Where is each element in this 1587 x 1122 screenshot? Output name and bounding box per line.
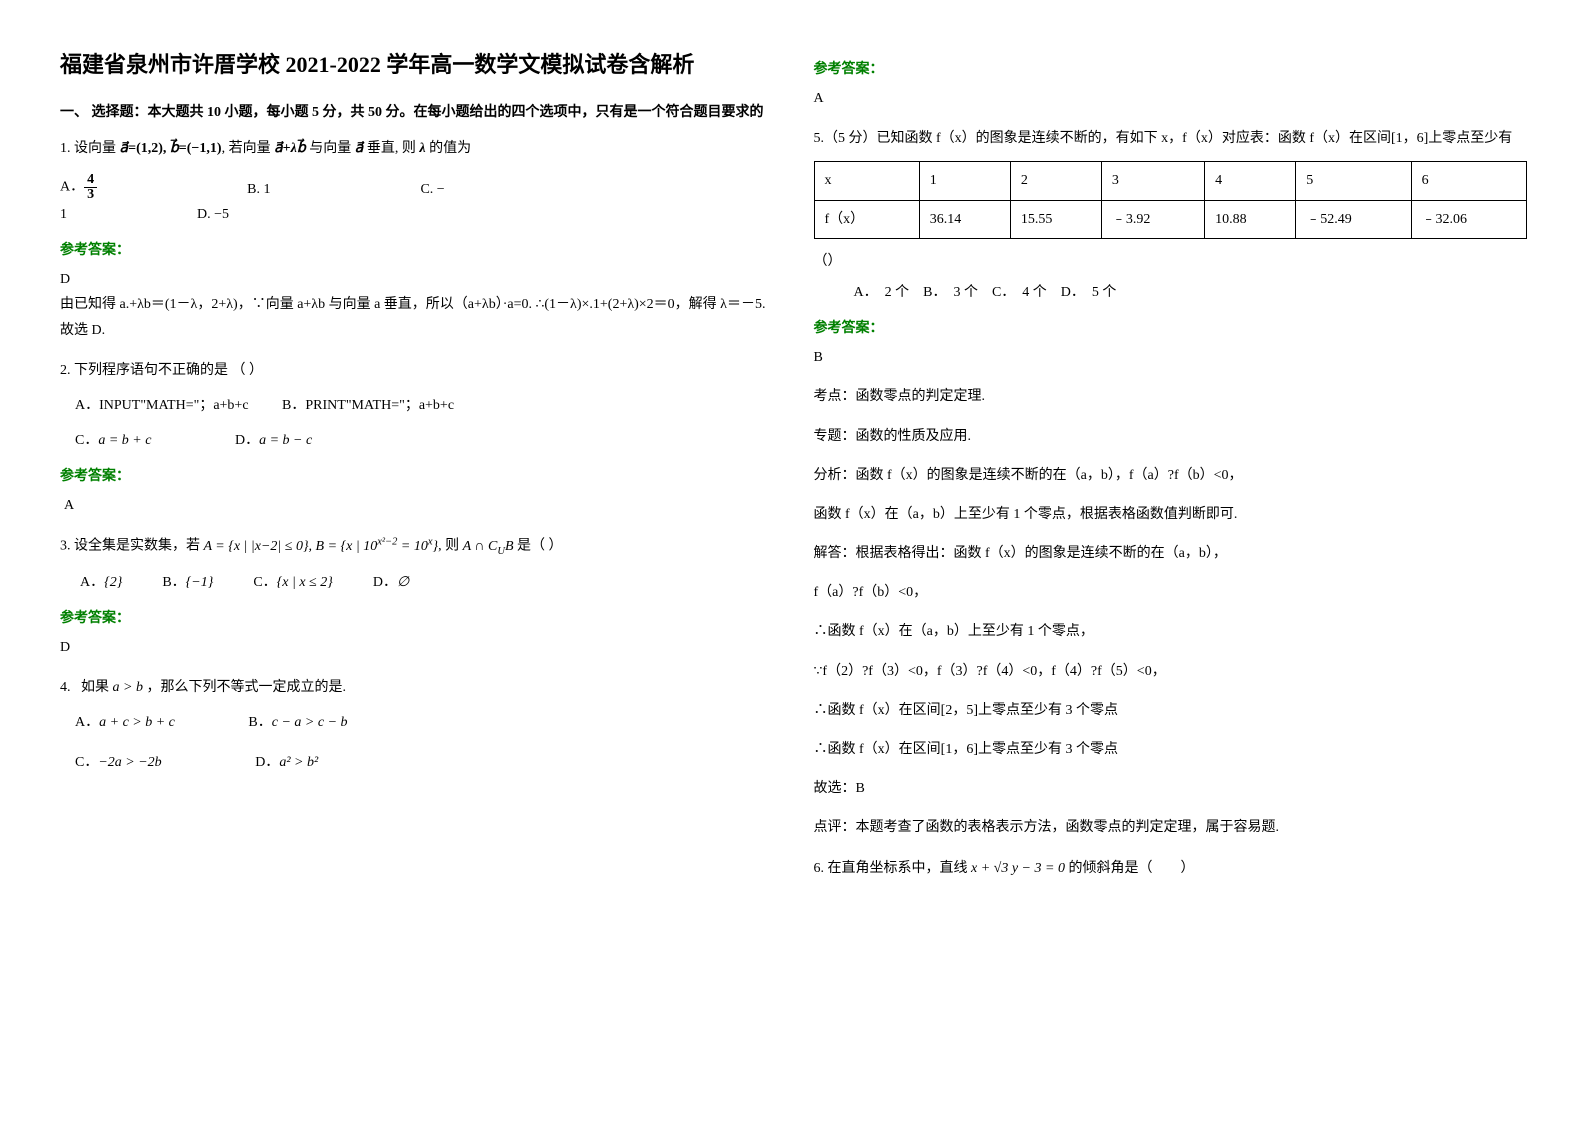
document-title: 福建省泉州市许厝学校 2021-2022 学年高一数学文模拟试卷含解析 [60, 50, 774, 81]
q1-answer: D 由已知得 a.+λb＝(1－λ，2+λ)，∵向量 a+λb 与向量 a 垂直… [60, 267, 774, 343]
question-4: 4. 如果 a > b ，那么下列不等式一定成立的是. A．a + c > b … [60, 675, 774, 775]
table-header-row: x 1 2 3 4 5 6 [814, 162, 1527, 200]
td-2: 15.55 [1010, 200, 1101, 238]
question-3: 3. 设全集是实数集，若 A = {x | |x−2| ≤ 0}, B = {x… [60, 533, 774, 595]
question-1: 1. 设向量 a⃗=(1,2), b⃗=(−1,1), 若向量 a⃗+λb⃗ 与… [60, 136, 774, 227]
question-5: 5.（5 分）已知函数 f（x）的图象是连续不断的，有如下 x，f（x）对应表：… [814, 126, 1528, 305]
q5-l2: 专题：函数的性质及应用. [814, 424, 1528, 449]
q5-l3: 分析：函数 f（x）的图象是连续不断的在（a，b），f（a）?f（b）<0， [814, 463, 1528, 488]
q3-optC: C．{x | x ≤ 2} [253, 570, 333, 595]
question-2: 2. 下列程序语句不正确的是 （ ） A．INPUT"MATH="；a+b+c … [60, 358, 774, 454]
question-6: 6. 在直角坐标系中，直线 x + √3 y − 3 = 0 的倾斜角是（ ） [814, 856, 1528, 881]
q4-answer-label: 参考答案： [814, 58, 1528, 78]
table-data-row: f（x） 36.14 15.55 ﹣3.92 10.88 ﹣52.49 ﹣32.… [814, 200, 1527, 238]
q1-optB: B. 1 [247, 177, 270, 202]
td-3: ﹣3.92 [1101, 200, 1204, 238]
th-6: 6 [1411, 162, 1526, 200]
th-1: 1 [919, 162, 1010, 200]
q3-optD: D．∅ [373, 570, 409, 595]
q1-optC: C. − [420, 177, 444, 202]
q5-paren: （） [814, 249, 1528, 274]
th-5: 5 [1296, 162, 1411, 200]
q5-l4: 函数 f（x）在（a，b）上至少有 1 个零点，根据表格函数值判断即可. [814, 502, 1528, 527]
th-0: x [814, 162, 919, 200]
q5-answer: B 考点：函数零点的判定定理. 专题：函数的性质及应用. 分析：函数 f（x）的… [814, 345, 1528, 840]
q3-optA: A．{2} [80, 570, 122, 595]
q4-optA: A．a + c > b + c [75, 715, 175, 730]
q1-optD: D. −5 [197, 202, 229, 227]
q5-answer-label: 参考答案： [814, 317, 1528, 337]
q5-table: x 1 2 3 4 5 6 f（x） 36.14 15.55 ﹣3.92 10.… [814, 161, 1528, 238]
q1-answer-label: 参考答案： [60, 239, 774, 259]
q3-optB: B．{−1} [162, 570, 213, 595]
q2-optD: D．a = b − c [235, 433, 312, 448]
td-0: f（x） [814, 200, 919, 238]
q5-l11: 故选：B [814, 776, 1528, 801]
q1-optC2: 1 [60, 202, 67, 227]
td-5: ﹣52.49 [1296, 200, 1411, 238]
q5-l12: 点评：本题考查了函数的表格表示方法，函数零点的判定定理，属于容易题. [814, 815, 1528, 840]
th-3: 3 [1101, 162, 1204, 200]
q5-l10: ∴函数 f（x）在区间[1，6]上零点至少有 3 个零点 [814, 737, 1528, 762]
td-1: 36.14 [919, 200, 1010, 238]
q4-answer: A [814, 86, 1528, 111]
q6-stem: 6. 在直角坐标系中，直线 x + √3 y − 3 = 0 的倾斜角是（ ） [814, 861, 1195, 876]
q5-opts: A． 2 个 B． 3 个 C． 4 个 D． 5 个 [854, 280, 1528, 305]
q3-answer: D [60, 635, 774, 660]
q3-answer-label: 参考答案： [60, 607, 774, 627]
th-4: 4 [1205, 162, 1296, 200]
q5-l7: ∴函数 f（x）在（a，b）上至少有 1 个零点， [814, 619, 1528, 644]
q5-l8: ∵f（2）?f（3）<0，f（3）?f（4）<0，f（4）?f（5）<0， [814, 659, 1528, 684]
q1-optA: A．43 [60, 173, 97, 202]
q5-l9: ∴函数 f（x）在区间[2，5]上零点至少有 3 个零点 [814, 698, 1528, 723]
q5-l6: f（a）?f（b）<0， [814, 580, 1528, 605]
q4-optB: B．c − a > c − b [248, 715, 347, 730]
q1-explain: 由已知得 a.+λb＝(1－λ，2+λ)，∵向量 a+λb 与向量 a 垂直，所… [60, 292, 774, 342]
td-6: ﹣32.06 [1411, 200, 1526, 238]
q2-optA: A．INPUT"MATH="；a+b+c [75, 398, 249, 413]
q3-stem: 3. 设全集是实数集，若 A = {x | |x−2| ≤ 0}, B = {x… [60, 539, 563, 554]
td-4: 10.88 [1205, 200, 1296, 238]
q5-l1: 考点：函数零点的判定定理. [814, 384, 1528, 409]
th-2: 2 [1010, 162, 1101, 200]
q5-l5: 解答：根据表格得出：函数 f（x）的图象是连续不断的在（a，b）， [814, 541, 1528, 566]
section-heading: 一、 选择题：本大题共 10 小题，每小题 5 分，共 50 分。在每小题给出的… [60, 101, 774, 121]
q2-optC: C．a = b + c [75, 433, 151, 448]
q4-optD: D．a² > b² [255, 755, 318, 770]
q4-optC: C．−2a > −2b [75, 755, 162, 770]
q2-stem: 2. 下列程序语句不正确的是 （ ） [60, 358, 774, 383]
q5-stem: 5.（5 分）已知函数 f（x）的图象是连续不断的，有如下 x，f（x）对应表：… [814, 126, 1528, 151]
q2-optB: B．PRINT"MATH="；a+b+c [282, 398, 454, 413]
q2-answer-label: 参考答案： [60, 465, 774, 485]
q1-stem: 1. 设向量 a⃗=(1,2), b⃗=(−1,1), 若向量 a⃗+λb⃗ 与… [60, 141, 471, 156]
q4-stem: 4. 如果 a > b ，那么下列不等式一定成立的是. [60, 675, 774, 700]
q2-answer: A [64, 493, 774, 518]
